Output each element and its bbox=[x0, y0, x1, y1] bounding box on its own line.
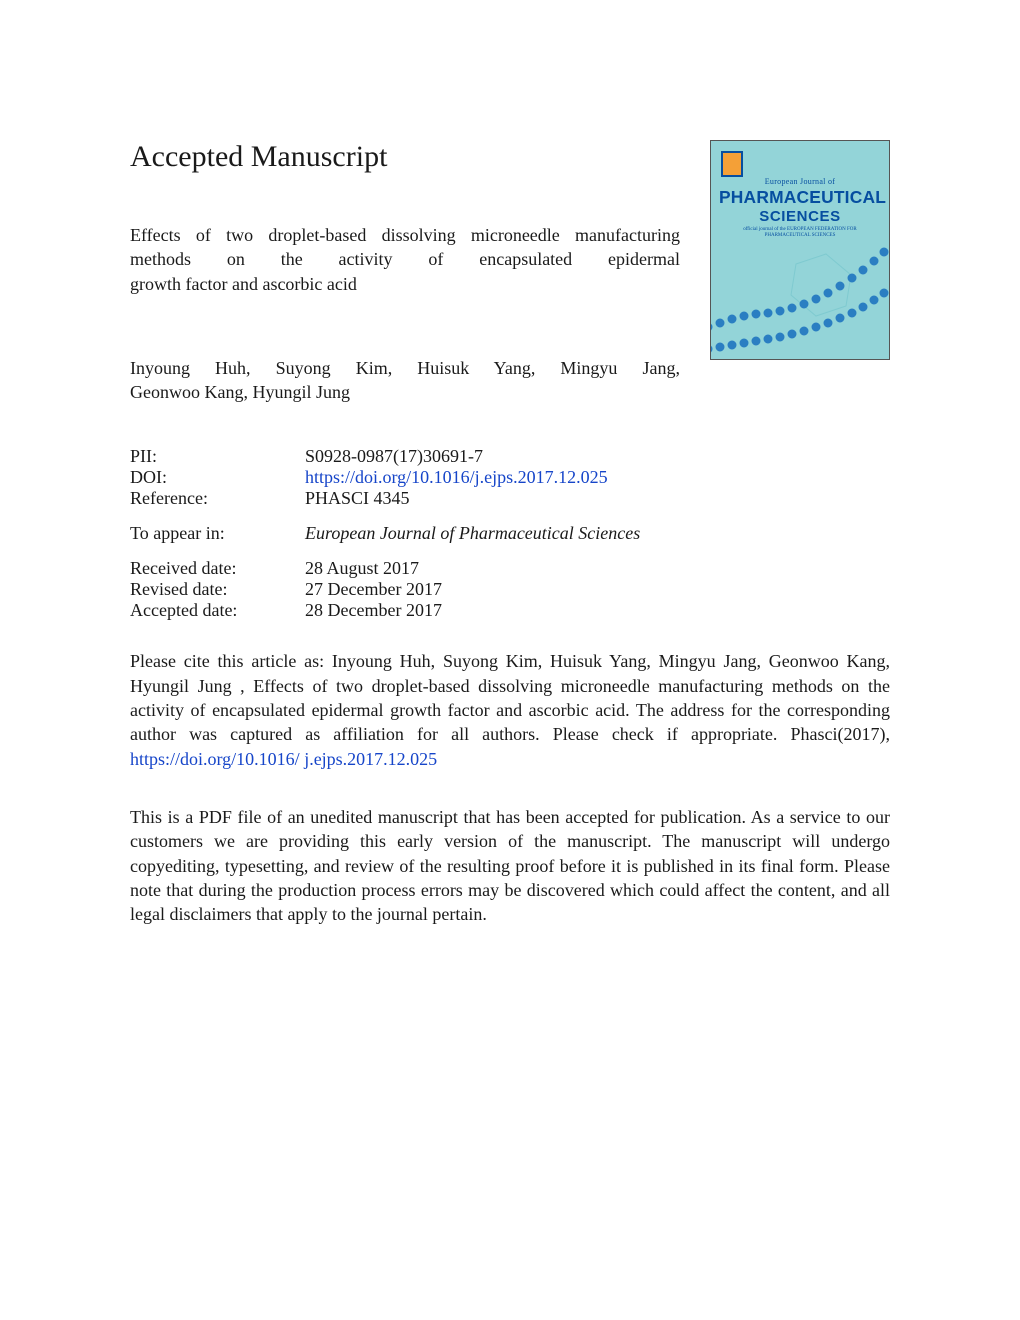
elsevier-logo-icon bbox=[721, 151, 743, 177]
meta-key-revised: Revised date: bbox=[130, 579, 305, 600]
meta-key-accepted: Accepted date: bbox=[130, 600, 305, 621]
meta-key-appear: To appear in: bbox=[130, 523, 305, 544]
meta-key-received: Received date: bbox=[130, 558, 305, 579]
meta-row-received: Received date: 28 August 2017 bbox=[130, 558, 640, 579]
header-left: Accepted Manuscript Effects of two dropl… bbox=[130, 140, 680, 404]
authors: Inyoung Huh, Suyong Kim, Huisuk Yang, Mi… bbox=[130, 356, 680, 405]
meta-key-doi: DOI: bbox=[130, 467, 305, 488]
cover-title-1: PHARMACEUTICAL bbox=[719, 187, 881, 208]
journal-cover-image: European Journal of PHARMACEUTICAL SCIEN… bbox=[710, 140, 890, 360]
metadata-table: PII: S0928-0987(17)30691-7 DOI: https://… bbox=[130, 446, 640, 621]
meta-row-ref: Reference: PHASCI 4345 bbox=[130, 488, 640, 509]
citation-text: Please cite this article as: Inyoung Huh… bbox=[130, 651, 890, 744]
meta-row-pii: PII: S0928-0987(17)30691-7 bbox=[130, 446, 640, 467]
article-title-line2: growth factor and ascorbic acid bbox=[130, 272, 680, 296]
meta-row-revised: Revised date: 27 December 2017 bbox=[130, 579, 640, 600]
doi-link[interactable]: https://doi.org/10.1016/j.ejps.2017.12.0… bbox=[305, 467, 608, 487]
article-title: Effects of two droplet-based dissolving … bbox=[130, 223, 680, 296]
meta-row-accepted: Accepted date: 28 December 2017 bbox=[130, 600, 640, 621]
authors-line1: Inyoung Huh, Suyong Kim, Huisuk Yang, Mi… bbox=[130, 358, 680, 378]
meta-val-pii: S0928-0987(17)30691-7 bbox=[305, 446, 640, 467]
meta-row-appear: To appear in: European Journal of Pharma… bbox=[130, 523, 640, 544]
cover-title-2: SCIENCES bbox=[719, 208, 881, 225]
citation-doi-link[interactable]: https://doi.org/10.1016/ j.ejps.2017.12.… bbox=[130, 749, 437, 769]
meta-val-revised: 27 December 2017 bbox=[305, 579, 640, 600]
cover-overline: European Journal of bbox=[719, 177, 881, 186]
header-row: Accepted Manuscript Effects of two dropl… bbox=[130, 140, 890, 404]
metadata-block: PII: S0928-0987(17)30691-7 DOI: https://… bbox=[130, 446, 890, 621]
authors-line2: Geonwoo Kang, Hyungil Jung bbox=[130, 380, 680, 404]
meta-val-ref: PHASCI 4345 bbox=[305, 488, 640, 509]
citation-doi-part1: https://doi.org/10.1016/ bbox=[130, 749, 300, 769]
meta-row-doi: DOI: https://doi.org/10.1016/j.ejps.2017… bbox=[130, 467, 640, 488]
disclaimer-paragraph: This is a PDF file of an unedited manusc… bbox=[130, 805, 890, 926]
page-title: Accepted Manuscript bbox=[130, 140, 680, 173]
article-title-line1: Effects of two droplet-based dissolving … bbox=[130, 225, 680, 269]
meta-val-accepted: 28 December 2017 bbox=[305, 600, 640, 621]
meta-val-appear: European Journal of Pharmaceutical Scien… bbox=[305, 523, 640, 544]
citation-doi-part2: j.ejps.2017.12.025 bbox=[304, 749, 437, 769]
meta-key-ref: Reference: bbox=[130, 488, 305, 509]
accepted-manuscript-page: Accepted Manuscript Effects of two dropl… bbox=[0, 0, 1020, 926]
journal-cover: European Journal of PHARMACEUTICAL SCIEN… bbox=[710, 140, 890, 360]
meta-key-pii: PII: bbox=[130, 446, 305, 467]
meta-val-received: 28 August 2017 bbox=[305, 558, 640, 579]
citation-paragraph: Please cite this article as: Inyoung Huh… bbox=[130, 649, 890, 770]
